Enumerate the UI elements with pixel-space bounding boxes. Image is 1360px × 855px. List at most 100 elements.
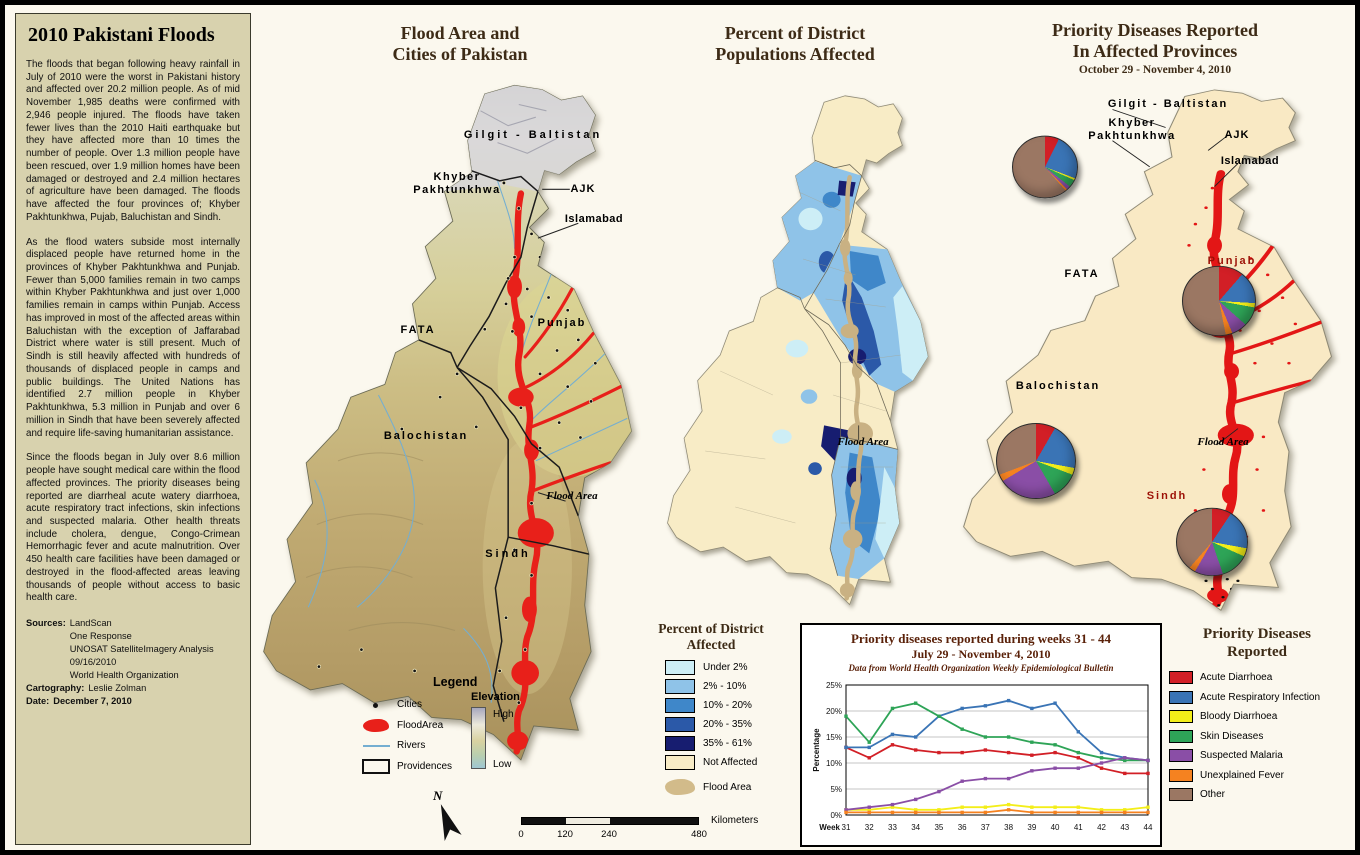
label-balochistan: Balochistan xyxy=(383,430,469,442)
floodarea-legend-label: FloodArea xyxy=(397,720,444,731)
label-gilgit-baltistan: Gilgit - Baltistan xyxy=(1107,98,1229,110)
legend-item-acute-respiratory-infection: Acute Respiratory Infection xyxy=(1169,690,1345,704)
legend-label-20-35: 20% - 35% xyxy=(703,719,752,730)
svg-text:31: 31 xyxy=(842,823,851,832)
elevation-legend-title: Elevation xyxy=(471,691,520,703)
legend-label-2-10: 2% - 10% xyxy=(703,681,747,692)
cartography-value: Leslie Zolman xyxy=(88,683,147,694)
diseases-legend: Priority Diseases Reported Acute Diarrhoe… xyxy=(1169,625,1345,808)
leader-lines xyxy=(1112,109,1239,446)
color-swatch xyxy=(1169,671,1193,684)
legend-swatch-2-10 xyxy=(665,679,695,694)
label-flood-area: Flood Area xyxy=(1197,436,1249,448)
date-label: Date: xyxy=(26,696,50,707)
rivers-legend-icon xyxy=(363,745,390,747)
svg-text:15%: 15% xyxy=(826,733,842,742)
color-swatch xyxy=(1169,749,1193,762)
map1-title: Flood Area and Cities of Pakistan xyxy=(392,23,528,64)
epi-line-chart: 0% 5% 10% 15% 20% 25% 31 32 33 34 35 36 37 38 39 40 41 42… xyxy=(812,681,1153,832)
cities-legend-label: Cities xyxy=(397,699,423,710)
label-gilgit-baltistan: Gilgit - Baltistan xyxy=(463,129,603,141)
svg-text:34: 34 xyxy=(911,823,920,832)
summary-panel: 2010 Pakistani Floods The floods that be… xyxy=(15,13,251,845)
poster-title: 2010 Pakistani Floods xyxy=(28,24,215,46)
svg-text:Week: Week xyxy=(819,823,840,832)
legend-item-skin-diseases: Skin Diseases xyxy=(1169,729,1345,743)
label-khyber-pakhtunkhwa: Khyber Pakhtunkhwa xyxy=(413,171,501,197)
svg-text:44: 44 xyxy=(1144,823,1153,832)
label-punjab: Punjab xyxy=(1207,255,1257,267)
sources-block: Sources: LandScan One Response UNOSAT Sa… xyxy=(26,617,240,708)
scale-tick-0: 0 xyxy=(518,829,524,840)
svg-text:5%: 5% xyxy=(830,785,842,794)
label-islamabad: Islamabad xyxy=(564,213,624,225)
scale-tick-240: 240 xyxy=(601,829,617,840)
svg-text:N: N xyxy=(432,788,443,803)
legend-swatch-35-61 xyxy=(665,736,695,751)
summary-paragraph-3: Since the floods began in July over 8.6 … xyxy=(26,452,240,604)
legend-label-35-61: 35% - 61% xyxy=(703,738,752,749)
legend-swatch-under2 xyxy=(665,660,695,675)
legend-label-flood-area: Flood Area xyxy=(703,782,752,793)
legend-swatch-flood-area xyxy=(665,779,695,795)
pie-chart-khyber-pakhtunkhwa xyxy=(1012,135,1078,199)
epi-chart-subtitle: July 29 - November 4, 2010 xyxy=(911,647,1051,661)
map-percent-affected xyxy=(667,95,929,605)
svg-text:36: 36 xyxy=(958,823,967,832)
label-khyber-pakhtunkhwa: Khyber Pakhtunkhwa xyxy=(1088,117,1176,143)
legend-label-not-affected: Not Affected xyxy=(703,757,758,768)
color-swatch xyxy=(1169,768,1193,782)
map2-legend-title: Percent of District Affected xyxy=(658,621,764,653)
elevation-low-label: Low xyxy=(493,759,512,770)
legend-label-10-20: 10% - 20% xyxy=(703,700,752,711)
svg-text:Percentage: Percentage xyxy=(812,728,821,772)
svg-text:42: 42 xyxy=(1097,823,1106,832)
label-fata: FATA xyxy=(400,324,436,336)
date-value: December 7, 2010 xyxy=(53,696,132,707)
diseases-legend-title: Priority Diseases Reported xyxy=(1203,626,1311,660)
svg-text:25%: 25% xyxy=(826,681,842,690)
north-arrow-icon: N xyxy=(432,788,462,841)
source-item: One Response xyxy=(69,631,132,642)
svg-text:20%: 20% xyxy=(826,707,842,716)
svg-text:10%: 10% xyxy=(826,759,842,768)
elevation-high-label: High xyxy=(493,709,514,720)
label-islamabad: Islamabad xyxy=(1220,155,1280,167)
pie-chart-sindh xyxy=(1176,507,1248,577)
label-ajk: AJK xyxy=(1224,129,1250,141)
elevation-gradient-bar xyxy=(471,707,486,769)
label-fata: FATA xyxy=(1064,268,1100,280)
rivers-lines xyxy=(307,180,628,703)
cartography-label: Cartography: xyxy=(26,683,85,694)
scale-tick-120: 120 xyxy=(557,829,573,840)
source-item: LandScan xyxy=(69,618,112,629)
legend-item-other: Other xyxy=(1169,788,1345,801)
rivers-legend-label: Rivers xyxy=(397,740,426,751)
svg-text:37: 37 xyxy=(981,823,990,832)
scale-bar xyxy=(521,817,699,825)
sources-label: Sources: xyxy=(26,618,66,629)
source-item: UNOSAT SatelliteImagery Analysis xyxy=(69,644,214,655)
flood-speckles xyxy=(1187,186,1298,538)
map-priority-diseases xyxy=(963,89,1333,611)
label-sindh: Sindh xyxy=(1146,490,1188,502)
color-swatch xyxy=(1169,788,1193,801)
label-flood-area: Flood Area xyxy=(837,436,889,448)
epi-chart-note: Data from World Health Organization Week… xyxy=(848,663,1114,673)
color-swatch xyxy=(1169,729,1193,743)
pie-chart-punjab xyxy=(1182,265,1256,337)
provinces-legend-label: Providences xyxy=(397,761,453,772)
scale-tick-480: 480 xyxy=(691,829,707,840)
epi-chart-title: Priority diseases reported during weeks … xyxy=(850,631,1112,646)
svg-text:33: 33 xyxy=(888,823,897,832)
svg-text:32: 32 xyxy=(865,823,874,832)
legend-item-bloody-diarrhoea: Bloody Diarrhoea xyxy=(1169,710,1345,723)
label-balochistan: Balochistan xyxy=(1015,380,1101,392)
color-swatch xyxy=(1169,690,1193,704)
map-flood-and-cities xyxy=(263,84,633,761)
legend-label-under2: Under 2% xyxy=(703,662,748,673)
scale-unit-label: Kilometers xyxy=(711,815,759,826)
label-flood-area: Flood Area xyxy=(546,490,598,502)
map1-legend-title: Legend xyxy=(433,675,478,689)
